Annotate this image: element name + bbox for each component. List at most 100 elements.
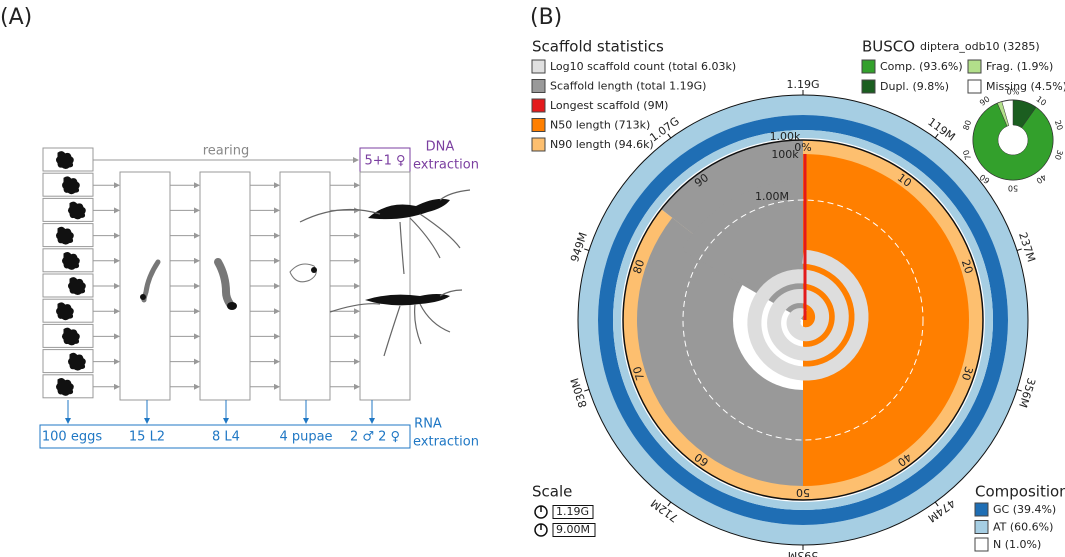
stage-label: 100 eggs (42, 430, 102, 445)
stage-box (119, 171, 171, 401)
dashed-circle (682, 199, 924, 441)
dna-label: extraction (413, 158, 479, 173)
legend-label: Comp. (93.6%) (880, 60, 963, 73)
egg-cluster (62, 327, 80, 346)
legend-label: Log10 scaffold count (total 6.03k) (550, 60, 736, 73)
percent-label: 20 (959, 258, 976, 275)
panel-b: (B) Scaffold statistics BUSCO diptera_od… (530, 5, 1065, 557)
busco-tick: 20 (1053, 119, 1065, 131)
legend-label: N90 length (94.6k) (550, 138, 654, 151)
stage-label: 2 ♂ 2 ♀ (350, 430, 400, 445)
busco-tick: 80 (961, 119, 973, 131)
busco-tick: 90 (978, 95, 992, 108)
tick (667, 133, 672, 139)
larva (214, 258, 234, 308)
percent-label: 50 (796, 486, 810, 499)
egg-cluster (68, 201, 86, 220)
radial-label: 100k (771, 148, 799, 161)
busco-dataset: diptera_odb10 (3285) (920, 40, 1040, 53)
busco-tick: 30 (1053, 149, 1065, 161)
busco-tick: 40 (1034, 172, 1048, 185)
rna-box (39, 424, 411, 449)
busco-tick: 0% (1007, 88, 1020, 97)
egg-cluster (62, 176, 80, 195)
legend-swatch (531, 137, 546, 152)
egg-cluster (62, 252, 80, 270)
legend-swatch (531, 59, 546, 74)
length-sector (637, 217, 803, 486)
tick (667, 501, 672, 507)
legend-swatch (531, 79, 546, 93)
radial-label: 1.00k (770, 130, 801, 143)
legend-swatch (531, 98, 546, 113)
ring-label: 593M (788, 549, 819, 557)
legend-swatch (967, 79, 982, 94)
count-spiral (747, 249, 869, 381)
egg-cluster (56, 151, 74, 169)
dna-box (359, 147, 411, 173)
busco-tick: 10 (1034, 95, 1048, 108)
tick (934, 133, 939, 139)
panel-a: (A) rearing 5+1 ♀ DNA extraction 100 egg… (0, 5, 479, 450)
busco-slice (997, 101, 1010, 127)
percent-label: 30 (959, 365, 976, 382)
tick (584, 389, 590, 392)
legend-swatch (974, 520, 989, 534)
pupa-eye (311, 267, 317, 273)
stage-label: 15 L2 (129, 430, 165, 445)
stage-box (199, 171, 251, 401)
percent-label: 0% (794, 141, 811, 154)
legend-title: Composition (975, 483, 1065, 501)
busco-tick: 50 (1008, 184, 1018, 193)
scale-label: 1.19G (556, 505, 589, 518)
n50-sector (803, 154, 969, 486)
legend-label: GC (39.4%) (993, 503, 1056, 516)
stage-label: 8 L4 (212, 430, 240, 445)
legend-label: AT (60.6%) (993, 521, 1053, 534)
legend-swatch (974, 502, 989, 517)
busco-tick: 70 (961, 149, 973, 161)
panel-label: (B) (530, 5, 562, 30)
egg-cluster (56, 378, 74, 396)
scale-box (552, 505, 594, 519)
dna-label: DNA (426, 140, 455, 155)
legend-label: Missing (4.5%) (986, 80, 1065, 93)
scale-box (552, 523, 596, 537)
egg-cluster (56, 302, 74, 321)
mosquito (365, 294, 450, 306)
legend-swatch (861, 79, 876, 94)
tick (1016, 248, 1022, 251)
tick (1016, 389, 1022, 392)
legend-swatch (861, 59, 876, 74)
larva-head (140, 294, 146, 300)
legend-swatch (967, 59, 982, 74)
dna-count: 5+1 ♀ (364, 154, 405, 169)
legend-swatch (531, 118, 546, 132)
egg-cluster (68, 352, 86, 371)
legend-title: BUSCO (862, 38, 915, 56)
legend-title: Scale (532, 483, 572, 501)
legend-title: Scaffold statistics (532, 38, 664, 56)
stage-label: 4 pupae (279, 430, 332, 445)
egg-cluster (56, 226, 74, 245)
scale-label: 9.00M (556, 523, 590, 536)
mosquito-legs (299, 189, 471, 275)
legend-label: N (1.0%) (993, 538, 1041, 551)
tick (584, 248, 590, 251)
rna-label: RNA (414, 417, 442, 432)
mosquito-legs (329, 289, 463, 357)
legend-label: Dupl. (9.8%) (880, 80, 949, 93)
stage-box (279, 171, 331, 401)
stage-box (359, 171, 411, 401)
legend-label: Longest scaffold (9M) (550, 99, 668, 112)
egg-cluster (68, 277, 86, 295)
percent-label: 70 (631, 365, 648, 382)
legend-label: Scaffold length (total 1.19G) (550, 80, 706, 93)
panel-label: (A) (0, 5, 32, 30)
tick (934, 501, 939, 507)
legend-label: N50 length (713k) (550, 119, 650, 132)
scale-circle (622, 139, 984, 501)
larva (141, 259, 161, 303)
larva-head (227, 302, 237, 310)
